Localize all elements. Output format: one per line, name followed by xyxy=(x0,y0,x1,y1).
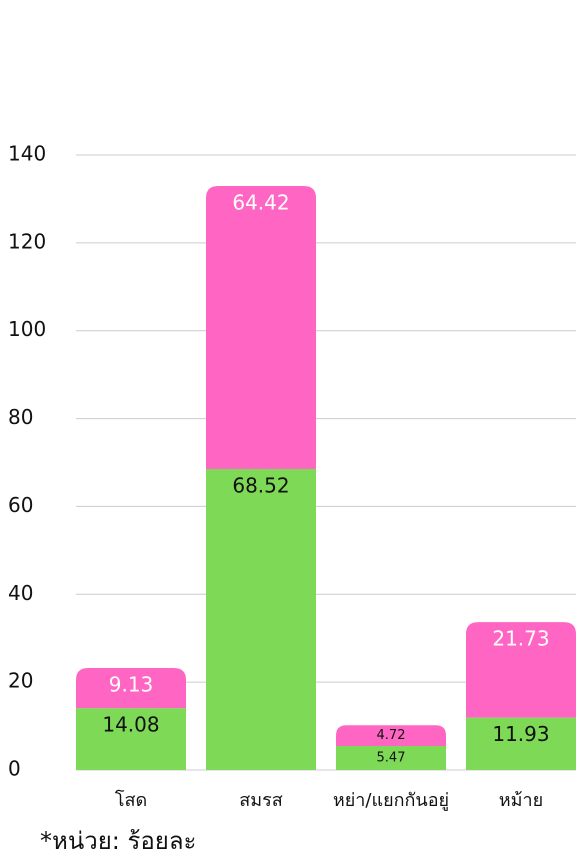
value-label: 21.73 xyxy=(492,627,549,651)
x-tick-label: โสด xyxy=(115,789,147,811)
y-tick-label: 20 xyxy=(8,669,33,693)
y-tick-label: 140 xyxy=(8,142,46,166)
y-tick-label: 40 xyxy=(8,581,33,605)
value-label: 9.13 xyxy=(109,673,154,697)
value-label: 64.42 xyxy=(232,191,289,215)
value-label: 4.72 xyxy=(377,728,406,743)
x-tick-label: หม้าย xyxy=(499,790,543,811)
y-tick-label: 60 xyxy=(8,493,33,517)
y-tick-label: 100 xyxy=(8,317,46,341)
bar-segment xyxy=(206,186,316,469)
x-tick-label: หย่า/แยกกันอยู่ xyxy=(333,790,449,811)
value-label: 14.08 xyxy=(102,713,159,737)
bar-segment xyxy=(206,469,316,770)
x-tick-label: สมรส xyxy=(239,790,283,811)
value-label: 11.93 xyxy=(492,722,549,746)
value-label: 68.52 xyxy=(232,474,289,498)
y-tick-label: 80 xyxy=(8,405,33,429)
footnote: *หน่วย: ร้อยละ xyxy=(40,827,196,855)
y-tick-label: 0 xyxy=(8,757,21,781)
chart: *หน่วย: ร้อยละ 0 20 40 60 80 100 120 140 14.08 9.… xyxy=(0,0,582,858)
y-tick-label: 120 xyxy=(8,229,46,253)
value-label: 5.47 xyxy=(377,750,406,765)
